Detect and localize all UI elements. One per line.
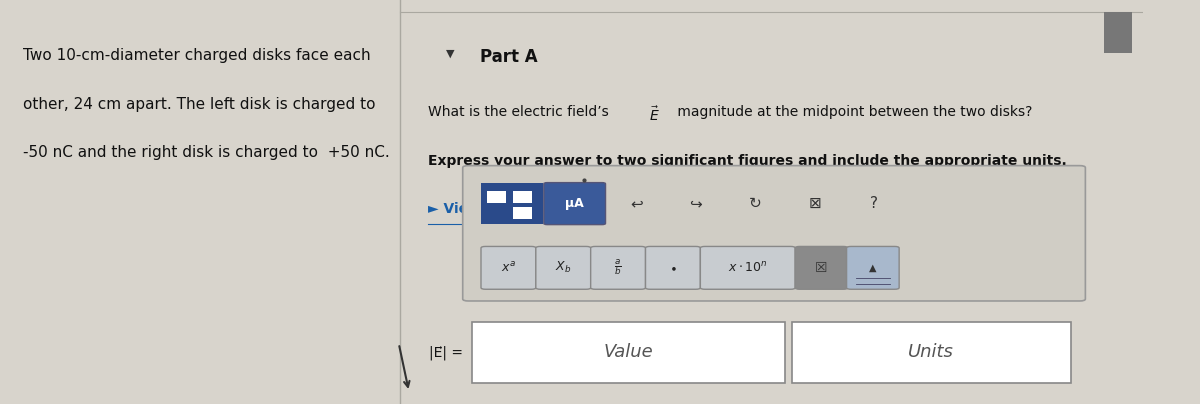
FancyBboxPatch shape xyxy=(481,183,542,224)
FancyBboxPatch shape xyxy=(590,246,646,289)
FancyBboxPatch shape xyxy=(701,246,796,289)
Text: Units: Units xyxy=(908,343,954,362)
Text: ↩: ↩ xyxy=(630,196,643,211)
Text: Value: Value xyxy=(604,343,653,362)
Text: μA: μA xyxy=(565,197,584,210)
FancyBboxPatch shape xyxy=(463,166,1085,301)
Text: ↪: ↪ xyxy=(690,196,702,211)
Text: ▲: ▲ xyxy=(869,263,877,273)
Text: ► View Available Hint(s): ► View Available Hint(s) xyxy=(428,202,617,216)
Text: other, 24 cm apart. The left disk is charged to: other, 24 cm apart. The left disk is cha… xyxy=(23,97,376,112)
Text: ↻: ↻ xyxy=(749,196,762,211)
Text: ⊠: ⊠ xyxy=(809,196,821,211)
Text: What is the electric field’s: What is the electric field’s xyxy=(428,105,613,119)
FancyBboxPatch shape xyxy=(646,246,701,289)
FancyBboxPatch shape xyxy=(481,246,536,289)
Text: ☒: ☒ xyxy=(815,261,828,275)
Text: Two 10-cm-diameter charged disks face each: Two 10-cm-diameter charged disks face ea… xyxy=(23,48,371,63)
FancyBboxPatch shape xyxy=(1104,12,1133,53)
Text: -50 nC and the right disk is charged to  +50 nC.: -50 nC and the right disk is charged to … xyxy=(23,145,390,160)
FancyBboxPatch shape xyxy=(544,183,606,225)
Text: $X_{b}$: $X_{b}$ xyxy=(556,260,571,276)
Text: $x\cdot10^{n}$: $x\cdot10^{n}$ xyxy=(728,261,768,275)
FancyBboxPatch shape xyxy=(846,246,899,289)
Text: ?: ? xyxy=(870,196,878,211)
FancyBboxPatch shape xyxy=(792,322,1070,383)
Text: $\vec{E}$: $\vec{E}$ xyxy=(649,105,660,124)
FancyBboxPatch shape xyxy=(512,191,533,203)
Text: $\frac{a}{b}$: $\frac{a}{b}$ xyxy=(614,258,622,278)
Text: Part A: Part A xyxy=(480,48,538,67)
FancyBboxPatch shape xyxy=(472,322,785,383)
Text: $x^{a}$: $x^{a}$ xyxy=(500,261,516,275)
FancyBboxPatch shape xyxy=(796,246,847,289)
Text: Express your answer to two significant figures and include the appropriate units: Express your answer to two significant f… xyxy=(428,154,1067,168)
FancyBboxPatch shape xyxy=(536,246,590,289)
Text: ▼: ▼ xyxy=(445,48,454,59)
Text: magnitude at the midpoint between the two disks?: magnitude at the midpoint between the tw… xyxy=(673,105,1032,119)
FancyBboxPatch shape xyxy=(512,207,533,219)
Text: |E⃗| =: |E⃗| = xyxy=(428,345,463,360)
Text: $\bullet$: $\bullet$ xyxy=(670,261,677,274)
FancyBboxPatch shape xyxy=(487,191,506,203)
